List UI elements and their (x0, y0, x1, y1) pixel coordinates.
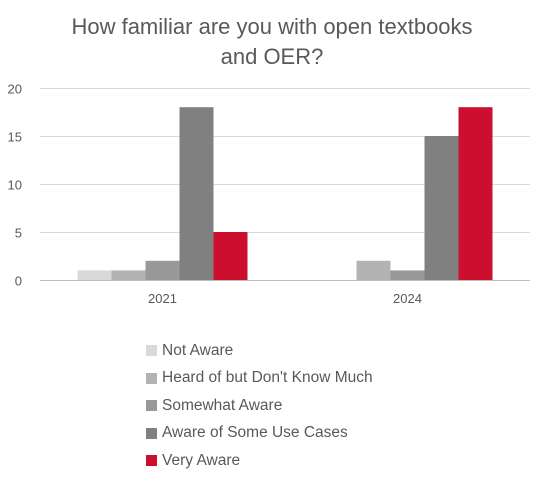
y-tick-label: 20 (8, 82, 22, 97)
chart-title-line-1: How familiar are you with open textbooks (71, 14, 473, 39)
legend-swatch (146, 345, 157, 357)
legend-item: Aware of Some Use Cases (146, 420, 373, 448)
legend-item: Very Aware (146, 447, 373, 475)
legend-item: Heard of but Don't Know Much (146, 365, 373, 393)
legend-swatch (146, 372, 157, 384)
chart-title: How familiar are you with open textbooks… (0, 12, 544, 72)
bar (356, 260, 391, 280)
legend-swatch (146, 400, 157, 412)
legend: Not Aware Heard of but Don't Know Much Som… (146, 337, 373, 475)
legend-label: Aware of Some Use Cases (162, 424, 348, 442)
bar (77, 270, 112, 280)
y-tick-label: 0 (15, 274, 22, 289)
y-tick-label: 15 (8, 130, 22, 145)
y-tick-label: 10 (8, 178, 22, 193)
legend-label: Not Aware (162, 341, 234, 359)
legend-swatch (146, 427, 157, 439)
bar (213, 232, 248, 280)
legend-item: Somewhat Aware (146, 392, 373, 420)
x-tick-label: 2021 (148, 291, 177, 306)
x-tick-label: 2024 (393, 291, 422, 306)
bars (77, 107, 493, 280)
bar (424, 136, 459, 280)
y-axis-ticks: 0 5 10 15 20 (8, 82, 22, 289)
bar (458, 107, 493, 280)
y-tick-label: 5 (15, 226, 22, 241)
legend-label: Heard of but Don't Know Much (162, 369, 373, 387)
legend-label: Very Aware (162, 451, 241, 469)
bar (145, 260, 180, 280)
bar (179, 107, 214, 280)
legend-item: Not Aware (146, 337, 373, 365)
chart-title-line-2: and OER? (220, 44, 324, 69)
legend-swatch (146, 455, 157, 467)
bar (390, 270, 425, 280)
bar (111, 270, 146, 280)
x-axis-ticks: 2021 2024 (148, 291, 422, 306)
legend-label: Somewhat Aware (162, 396, 283, 414)
